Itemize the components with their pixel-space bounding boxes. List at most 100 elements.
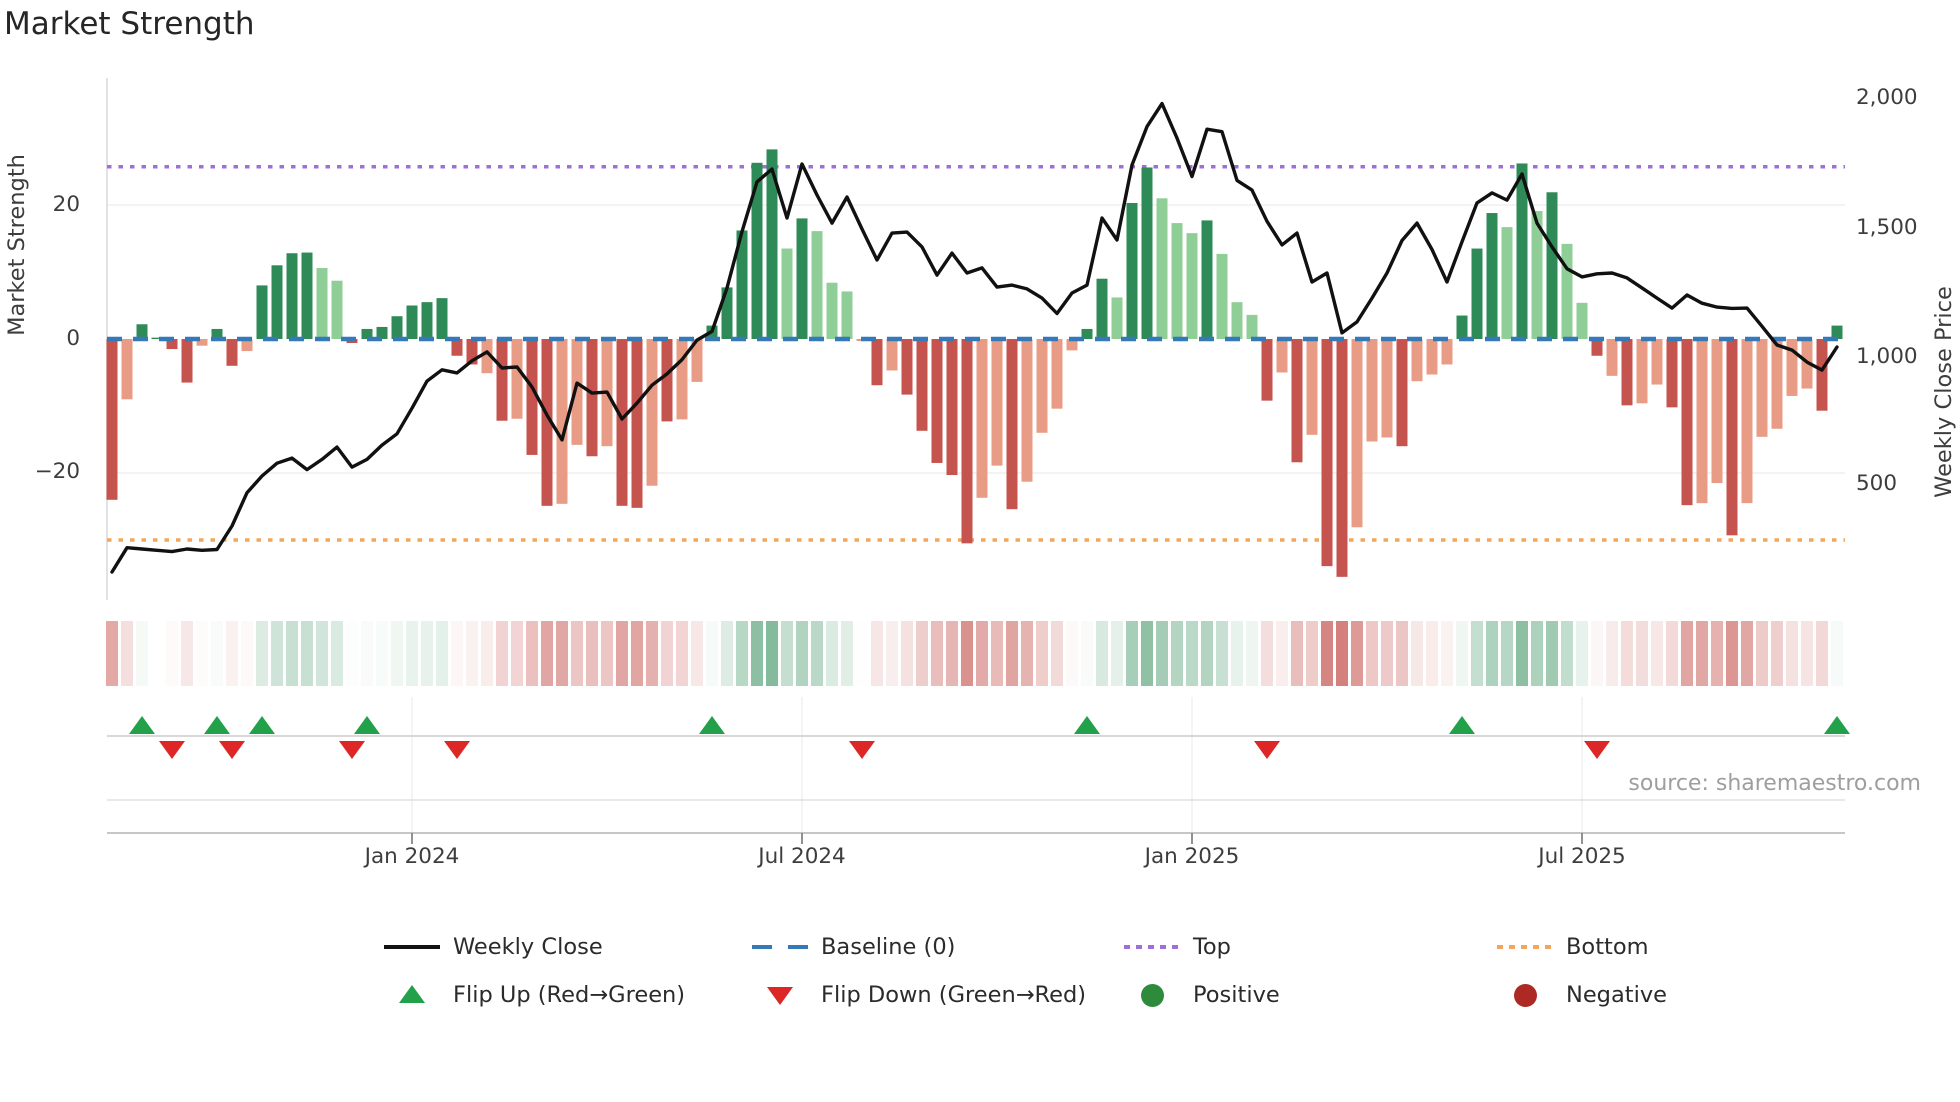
- heatmap-cell: [196, 621, 208, 686]
- bottom-dotted-swatch: [1497, 932, 1553, 962]
- heatmap-cell: [571, 621, 583, 686]
- strength-bar: [226, 339, 238, 366]
- strength-bar: [1411, 339, 1423, 382]
- heatmap-cell: [1126, 621, 1138, 686]
- strength-bar: [166, 339, 178, 350]
- heatmap-cell: [1186, 621, 1198, 686]
- heatmap-cell: [226, 621, 238, 686]
- flip-up-marker: [699, 716, 725, 734]
- heatmap-cell: [421, 621, 433, 686]
- legend-item-positive: Positive: [1124, 980, 1280, 1010]
- heatmap-cell: [646, 621, 658, 686]
- heatmap-cell: [556, 621, 568, 686]
- heatmap-cell: [166, 621, 178, 686]
- legend-item-top: Top: [1124, 932, 1231, 962]
- strength-bar: [211, 328, 223, 339]
- heatmap-cell: [1591, 621, 1603, 686]
- y-right-tick: 500: [1856, 471, 1898, 496]
- legend-label: Flip Up (Red→Green): [453, 982, 686, 1008]
- heatmap-cell: [1681, 621, 1693, 686]
- strength-bar: [1546, 192, 1558, 339]
- strength-bar: [871, 339, 883, 386]
- strength-bar: [1006, 339, 1018, 510]
- heatmap-cell: [751, 621, 763, 686]
- heatmap-cell: [1351, 621, 1363, 686]
- strength-bar: [1711, 339, 1723, 484]
- heatmap-cell: [1006, 621, 1018, 686]
- strength-bar: [1306, 339, 1318, 435]
- legend-item-flip-up: Flip Up (Red→Green): [384, 980, 685, 1010]
- weekly-close-line-swatch: [384, 932, 440, 962]
- strength-bar: [1501, 227, 1513, 339]
- legend-item-negative: Negative: [1497, 980, 1667, 1010]
- strength-bar: [1666, 339, 1678, 408]
- heatmap-cell: [1606, 621, 1618, 686]
- heatmap-cell: [151, 621, 163, 686]
- strength-bar: [1171, 223, 1183, 339]
- heatmap-cell: [631, 621, 643, 686]
- legend-label: Bottom: [1566, 934, 1649, 960]
- heatmap-cell: [1081, 621, 1093, 686]
- heatmap-cell: [1261, 621, 1273, 686]
- flip-down-marker: [339, 741, 365, 759]
- heatmap-cell: [991, 621, 1003, 686]
- heatmap-cell: [1231, 621, 1243, 686]
- heatmap-cell: [1216, 621, 1228, 686]
- strength-bar: [1351, 339, 1363, 528]
- legend-label: Negative: [1566, 982, 1667, 1008]
- heatmap-cell: [961, 621, 973, 686]
- heatmap-cell: [841, 621, 853, 686]
- heatmap-cell: [466, 621, 478, 686]
- heatmap-cell: [1036, 621, 1048, 686]
- strength-bar: [796, 218, 808, 339]
- legend-item-baseline: Baseline (0): [752, 932, 955, 962]
- heatmap-cell: [481, 621, 493, 686]
- legend-label: Baseline (0): [821, 934, 956, 960]
- heatmap-cell: [721, 621, 733, 686]
- strength-bar: [1156, 198, 1168, 339]
- heatmap-cell: [1486, 621, 1498, 686]
- strength-bar: [1516, 163, 1528, 339]
- heatmap-cell: [1546, 621, 1558, 686]
- strength-bar: [106, 339, 118, 500]
- strength-bar: [1096, 278, 1108, 339]
- heatmap-cell: [1246, 621, 1258, 686]
- heatmap-cell: [316, 621, 328, 686]
- strength-bar: [1201, 220, 1213, 339]
- legend-label: Flip Down (Green→Red): [821, 982, 1087, 1008]
- heatmap-cell: [1156, 621, 1168, 686]
- flip-down-marker: [849, 741, 875, 759]
- heatmap-cell: [1066, 621, 1078, 686]
- heatmap-cell: [121, 621, 133, 686]
- strength-bar: [496, 339, 508, 421]
- strength-bar: [1081, 328, 1093, 339]
- strength-bar: [916, 339, 928, 431]
- strength-bar: [1276, 339, 1288, 373]
- x-tick: Jan 2024: [364, 844, 460, 869]
- strength-bar: [526, 339, 538, 455]
- strength-bar: [361, 328, 373, 339]
- strength-bar: [1036, 339, 1048, 433]
- heatmap-cell: [1471, 621, 1483, 686]
- heatmap-cell: [1306, 621, 1318, 686]
- heatmap-cell: [451, 621, 463, 686]
- strength-bar: [646, 339, 658, 486]
- heatmap-cell: [1366, 621, 1378, 686]
- heatmap-cell: [1501, 621, 1513, 686]
- strength-bar: [616, 339, 628, 506]
- strength-bar: [451, 339, 463, 356]
- heatmap-cell: [886, 621, 898, 686]
- heatmap-cell: [1576, 621, 1588, 686]
- strength-bar: [1321, 339, 1333, 567]
- heatmap-cell: [211, 621, 223, 686]
- heatmap-cell: [976, 621, 988, 686]
- heatmap-cell: [1291, 621, 1303, 686]
- strength-bar: [241, 339, 253, 352]
- strength-bar: [1246, 314, 1258, 339]
- x-tick: Jul 2025: [1538, 844, 1626, 869]
- heatmap-cell: [1831, 621, 1843, 686]
- strength-bar: [811, 231, 823, 339]
- flip-up-marker: [249, 716, 275, 734]
- heatmap-cell: [406, 621, 418, 686]
- strength-bar: [256, 285, 268, 339]
